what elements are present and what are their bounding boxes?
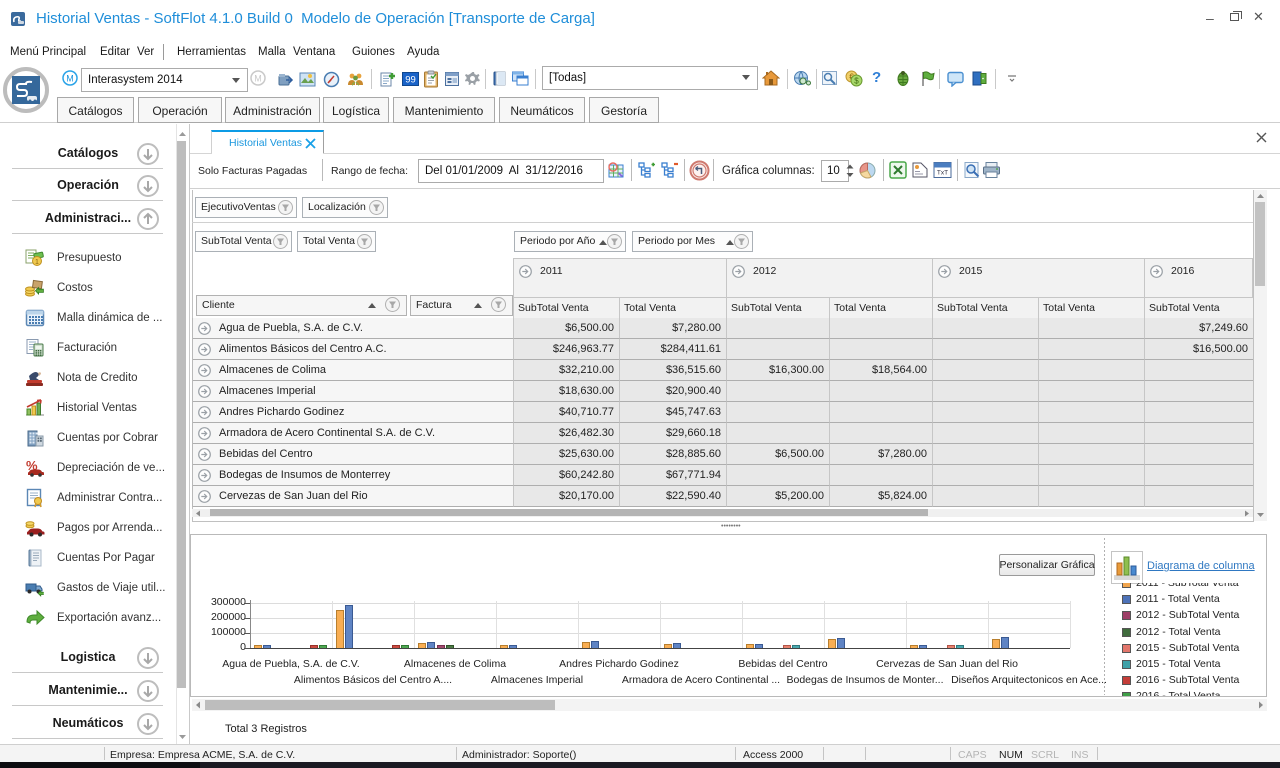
svg-text:M: M <box>66 74 74 84</box>
svg-text:$: $ <box>854 77 859 86</box>
svg-text:1: 1 <box>35 259 39 266</box>
svg-text:M: M <box>254 74 262 84</box>
svg-text:TxT: TxT <box>937 170 948 177</box>
svg-text:%: % <box>26 458 38 473</box>
svg-text:99: 99 <box>405 75 416 86</box>
